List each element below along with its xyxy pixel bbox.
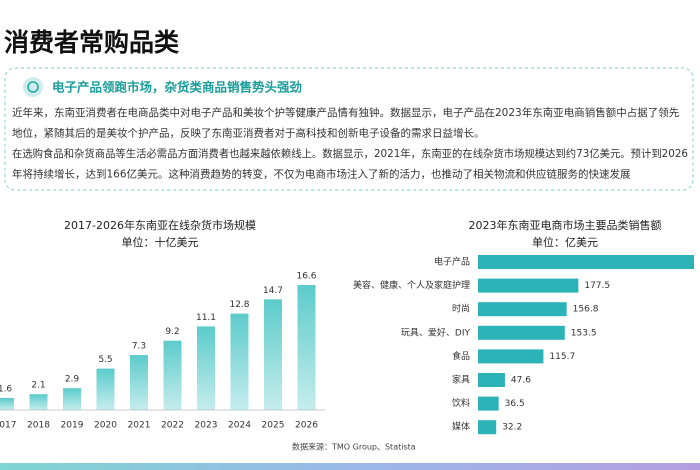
bar <box>478 373 505 387</box>
value-label: 32.2 <box>502 423 522 433</box>
value-label: 156.8 <box>573 305 599 315</box>
paragraph-line: 地位，紧随其后的是美妆个护产品，反映了东南亚消费者对于高科技和创新电子设备的需求… <box>12 127 485 140</box>
chart-title: 2023年东南亚电商市场主要品类销售额 <box>469 218 662 232</box>
category-label: 美容、健康、个人及家庭护理 <box>353 279 470 291</box>
bar <box>478 396 499 411</box>
bar <box>163 340 182 410</box>
paragraph-line: 近年来，东南亚消费者在电商品类中对电子产品和美妆个护等健康产品情有独钟。数据显示… <box>12 106 679 119</box>
value-label: 2.9 <box>65 375 80 385</box>
bar <box>478 325 565 340</box>
bar <box>63 388 81 410</box>
chart-subtitle: 单位：十亿美元 <box>122 235 199 249</box>
x-tick-label: 2017 <box>0 421 16 431</box>
x-tick-label: 2024 <box>228 421 251 431</box>
value-label: 2.1 <box>31 381 45 391</box>
category-label: 时尚 <box>452 303 470 315</box>
bar <box>297 285 316 410</box>
bottom-strip <box>0 463 700 470</box>
x-tick-label: 2018 <box>27 421 50 431</box>
x-tick-label: 2023 <box>195 421 218 431</box>
x-tick-label: 2026 <box>295 421 318 431</box>
value-label: 1.6 <box>0 384 12 394</box>
bar <box>478 278 579 293</box>
value-label: 16.6 <box>296 272 316 282</box>
category-label: 电子产品 <box>434 256 470 268</box>
value-label: 153.5 <box>571 328 597 338</box>
x-tick-label: 2022 <box>161 421 184 431</box>
bar <box>130 355 148 410</box>
bar <box>478 302 567 317</box>
category-label: 媒体 <box>452 421 470 433</box>
bar <box>230 313 249 410</box>
value-label: 12.8 <box>229 300 249 310</box>
x-tick-label: 2019 <box>61 421 84 431</box>
value-label: 11.1 <box>196 313 216 323</box>
chart-subtitle: 单位：亿美元 <box>532 235 598 249</box>
value-label: 36.5 <box>505 399 525 409</box>
value-label: 7.3 <box>132 342 146 352</box>
callout-icon <box>23 77 43 97</box>
bar <box>264 299 282 410</box>
callout-icon-mark <box>27 81 39 93</box>
category-label: 玩具、爱好、DIY <box>401 326 471 338</box>
value-label: 5.5 <box>98 355 112 365</box>
category-label: 食品 <box>452 350 470 362</box>
paragraph-line: 年将持续增长，达到166亿美元。这种消费趋势的转变，不仅为电商市场注入了新的活力… <box>12 168 631 181</box>
x-tick-label: 2020 <box>94 421 117 431</box>
value-label: 47.6 <box>511 376 531 386</box>
value-label: 14.7 <box>263 286 283 296</box>
category-label: 饮料 <box>452 397 470 409</box>
value-label: 115.7 <box>549 352 575 362</box>
bar <box>29 394 48 410</box>
bar <box>478 420 497 435</box>
x-tick-label: 2021 <box>128 421 151 431</box>
value-label: 177.5 <box>584 281 610 291</box>
bar <box>478 255 694 269</box>
bar <box>0 397 14 410</box>
callout-box <box>4 67 694 191</box>
page-title: 消费者常购品类 <box>4 28 180 57</box>
bar <box>478 349 544 364</box>
value-label: 9.2 <box>165 327 179 337</box>
source: 数据来源：TMO Group、Statista <box>292 442 416 452</box>
bar <box>197 326 215 410</box>
bar <box>96 368 115 410</box>
x-tick-label: 2025 <box>262 421 285 431</box>
callout-heading: 电子产品领跑市场，杂货类商品销售势头强劲 <box>52 80 302 95</box>
category-label: 家具 <box>452 374 470 386</box>
chart-title: 2017-2026年东南亚在线杂货市场规模 <box>64 218 256 232</box>
paragraph-line: 在选购食品和杂货商品等生活必需品方面消费者也越来越依赖线上。数据显示，2021年… <box>12 147 688 160</box>
